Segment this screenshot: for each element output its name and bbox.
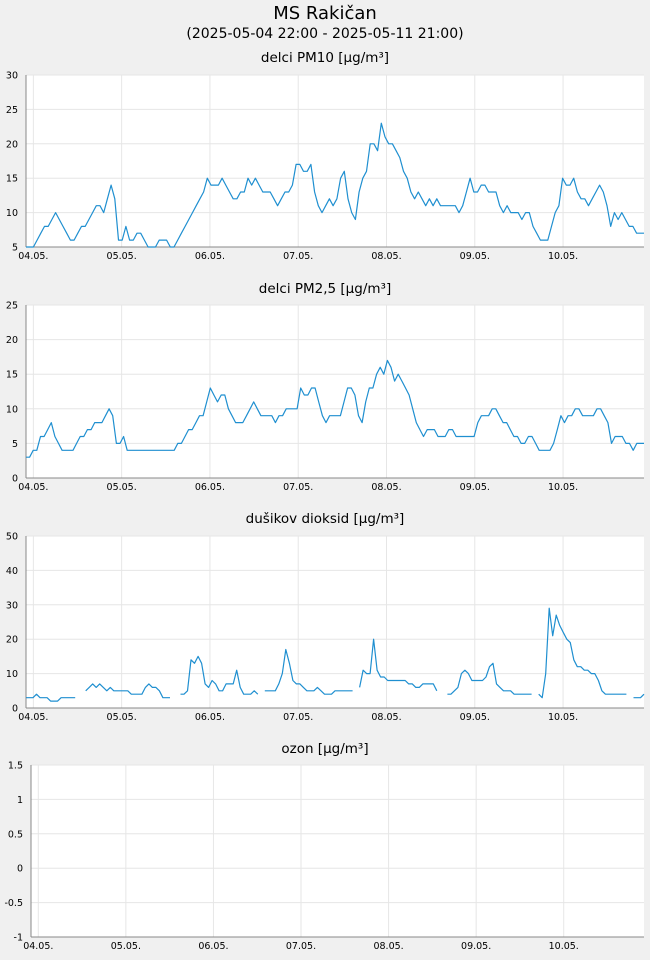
y-tick-label: 0 bbox=[12, 474, 18, 485]
y-tick-label: 25 bbox=[6, 105, 18, 116]
chart-title: delci PM10 [µg/m³] bbox=[260, 50, 390, 66]
page-subtitle: (2025-05-04 22:00 - 2025-05-11 21:00) bbox=[186, 26, 464, 42]
y-tick-label: 15 bbox=[6, 370, 18, 381]
chart-pm10-svg: 5 10 15 20 25 30 04.05. 05.05. 06.05. 07.05. 08.05… bbox=[6, 71, 644, 262]
y-tick-label: 25 bbox=[6, 301, 18, 312]
y-tick-label: 10 bbox=[6, 208, 18, 219]
y-tick-label: 30 bbox=[6, 600, 18, 611]
x-tick-label: 07.05. bbox=[283, 712, 313, 723]
chart-ozone: ozon [µg/m³] -1 -0.5 0 0.5 1 1.5 04.05. 05.05. 0… bbox=[0, 741, 650, 960]
y-tick-label: 5 bbox=[12, 243, 18, 254]
x-tick-label: 06.05. bbox=[198, 941, 228, 952]
y-tick-label: 20 bbox=[6, 335, 18, 346]
page-title: MS Rakičan bbox=[273, 3, 377, 24]
y-tick-label: 5 bbox=[12, 439, 18, 450]
y-tick-label: 0 bbox=[12, 704, 18, 715]
x-tick-label: 06.05. bbox=[195, 251, 225, 262]
y-tick-label: 1.5 bbox=[8, 761, 23, 772]
x-tick-label: 08.05. bbox=[371, 251, 401, 262]
x-tick-label: 05.05. bbox=[107, 251, 137, 262]
x-tick-label: 09.05. bbox=[460, 251, 490, 262]
x-tick-label: 10.05. bbox=[548, 482, 578, 493]
x-tick-label: 05.05. bbox=[111, 941, 141, 952]
x-tick-label: 09.05. bbox=[460, 482, 490, 493]
x-tick-label: 08.05. bbox=[371, 482, 401, 493]
series-line bbox=[26, 359, 644, 458]
x-tick-label: 06.05. bbox=[195, 712, 225, 723]
y-tick-label: 0 bbox=[17, 864, 23, 875]
chart-pm10: delci PM10 [µg/m³] 5 10 15 20 25 30 04.05. 05.0… bbox=[0, 50, 650, 272]
x-tick-label: 10.05. bbox=[548, 712, 578, 723]
x-tick-label: 08.05. bbox=[371, 712, 401, 723]
chart-pm25-svg: 0 5 10 15 20 25 04.05. 05.05. 06.05. 07.05. 08.05.… bbox=[6, 301, 644, 493]
chart-title: ozon [µg/m³] bbox=[281, 741, 369, 757]
x-tick-label: 04.05. bbox=[18, 712, 48, 723]
x-tick-label: 09.05. bbox=[461, 941, 491, 952]
y-tick-label: 0.5 bbox=[8, 829, 23, 840]
x-tick-label: 07.05. bbox=[283, 482, 313, 493]
y-tick-label: -1 bbox=[14, 933, 23, 944]
x-tick-label: 05.05. bbox=[107, 482, 137, 493]
y-tick-label: 10 bbox=[6, 669, 18, 680]
x-tick-label: 06.05. bbox=[195, 482, 225, 493]
x-tick-label: 07.05. bbox=[286, 941, 316, 952]
x-tick-label: 04.05. bbox=[23, 941, 53, 952]
series-line bbox=[26, 122, 644, 248]
x-tick-label: 09.05. bbox=[460, 712, 490, 723]
y-tick-label: 10 bbox=[6, 404, 18, 415]
chart-no2-svg: 0 10 20 30 40 50 04.05. 05.05. 06.05. 07.05. 08.05… bbox=[6, 532, 645, 723]
x-tick-label: 07.05. bbox=[283, 251, 313, 262]
plot-area bbox=[31, 765, 644, 937]
plot-area bbox=[26, 75, 644, 247]
x-tick-label: 04.05. bbox=[18, 251, 48, 262]
y-tick-label: 20 bbox=[6, 635, 18, 646]
chart-title: delci PM2,5 [µg/m³] bbox=[258, 281, 392, 297]
x-tick-label: 04.05. bbox=[18, 482, 48, 493]
x-tick-label: 10.05. bbox=[548, 251, 578, 262]
y-tick-label: 20 bbox=[6, 139, 18, 150]
chart-pm25: delci PM2,5 [µg/m³] 0 5 10 15 20 25 04.05. 05.0… bbox=[0, 281, 650, 503]
series-line bbox=[26, 607, 645, 702]
plot-area bbox=[26, 305, 644, 478]
chart-ozone-svg: -1 -0.5 0 0.5 1 1.5 04.05. 05.05. 06.05. 07.05. 08… bbox=[4, 761, 644, 952]
x-tick-label: 08.05. bbox=[373, 941, 403, 952]
y-tick-label: 40 bbox=[6, 566, 18, 577]
chart-no2: dušikov dioksid [µg/m³] 0 10 20 30 40 50 04.05… bbox=[0, 511, 650, 733]
x-tick-label: 10.05. bbox=[549, 941, 579, 952]
y-tick-label: 50 bbox=[6, 532, 18, 543]
y-tick-label: 30 bbox=[6, 71, 18, 82]
y-tick-label: -0.5 bbox=[4, 898, 23, 909]
y-tick-label: 1 bbox=[17, 795, 23, 806]
plot-area bbox=[26, 536, 644, 708]
x-tick-label: 05.05. bbox=[107, 712, 137, 723]
y-tick-label: 15 bbox=[6, 174, 18, 185]
chart-title: dušikov dioksid [µg/m³] bbox=[245, 511, 405, 527]
